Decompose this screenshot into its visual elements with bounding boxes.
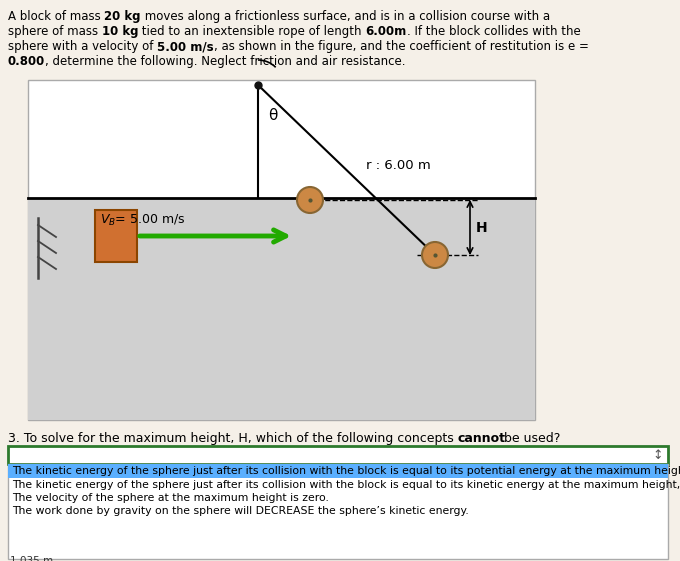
Text: sphere of mass: sphere of mass: [8, 25, 102, 38]
Text: A block of mass: A block of mass: [8, 10, 105, 23]
Bar: [8, 464, 668, 478]
Text: 0.800: 0.800: [8, 55, 46, 68]
Bar: [28, 80, 535, 420]
Text: The kinetic energy of the sphere just after its collision with the block is equa: The kinetic energy of the sphere just af…: [12, 466, 680, 476]
Bar: [28, 198, 535, 420]
Text: , as shown in the figure, and the coefficient of restitution is e =: , as shown in the figure, and the coeffi…: [214, 40, 589, 53]
Bar: [8, 464, 668, 559]
Text: ↕: ↕: [653, 448, 663, 462]
Text: $\mathit{V}_B$= 5.00 m/s: $\mathit{V}_B$= 5.00 m/s: [100, 213, 186, 228]
Text: be used?: be used?: [500, 432, 560, 445]
Text: . If the block collides with the: . If the block collides with the: [407, 25, 581, 38]
Text: r : 6.00 m: r : 6.00 m: [367, 159, 431, 172]
Bar: [95, 210, 137, 262]
Text: sphere with a velocity of: sphere with a velocity of: [8, 40, 157, 53]
Text: 1.035 m: 1.035 m: [10, 556, 53, 561]
Text: moves along a frictionless surface, and is in a collision course with a: moves along a frictionless surface, and …: [141, 10, 550, 23]
Circle shape: [422, 242, 448, 268]
Bar: [8, 446, 668, 464]
Text: tied to an inextensible rope of length: tied to an inextensible rope of length: [138, 25, 366, 38]
Text: 3. To solve for the maximum height, H, which of the following concepts: 3. To solve for the maximum height, H, w…: [8, 432, 458, 445]
Text: 3. To solve for the maximum height, H, which of the following concepts: 3. To solve for the maximum height, H, w…: [8, 432, 458, 445]
Text: 20 kg: 20 kg: [105, 10, 141, 23]
Text: 5.00 m/s: 5.00 m/s: [157, 40, 214, 53]
Text: H: H: [476, 220, 488, 234]
Text: cannot: cannot: [458, 432, 506, 445]
Text: The kinetic energy of the sphere just after its collision with the block is equa: The kinetic energy of the sphere just af…: [12, 480, 680, 490]
Circle shape: [297, 187, 323, 213]
Text: θ: θ: [268, 108, 277, 123]
Text: , determine the following. Neglect friction and air resistance.: , determine the following. Neglect frict…: [46, 55, 406, 68]
Text: The velocity of the sphere at the maximum height is zero.: The velocity of the sphere at the maximu…: [12, 493, 329, 503]
Text: 10 kg: 10 kg: [102, 25, 138, 38]
Text: 6.00m: 6.00m: [366, 25, 407, 38]
Text: The work done by gravity on the sphere will DECREASE the sphere’s kinetic energy: The work done by gravity on the sphere w…: [12, 507, 469, 517]
